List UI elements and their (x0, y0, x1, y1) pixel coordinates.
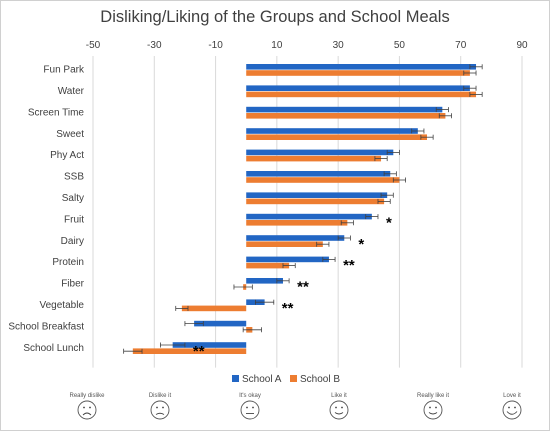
emoji-face-grin: Love it (502, 393, 522, 420)
x-tick-label: 70 (455, 40, 467, 51)
bar-school-b (246, 220, 348, 226)
bar-school-b (246, 134, 428, 140)
category-label: Protein (52, 257, 84, 268)
category-label: Water (58, 86, 85, 97)
bar-school-a (172, 342, 247, 348)
face-mouth (334, 412, 344, 415)
x-tick-label: 30 (333, 40, 345, 51)
bar-school-a (246, 85, 470, 91)
significance-marker: ** (193, 343, 205, 360)
category-label: Phy Act (50, 150, 84, 161)
category-label: SSB (64, 172, 84, 183)
face-label: Like it (331, 393, 347, 399)
category-label: School Breakfast (8, 321, 84, 332)
face-label: Love it (503, 393, 521, 399)
legend-swatch (232, 375, 239, 382)
significance-marker: ** (297, 279, 309, 296)
category-label: Sweet (56, 129, 84, 140)
face-eye (252, 406, 254, 409)
face-outline (150, 400, 170, 420)
face-outline (423, 400, 443, 420)
face-eye (335, 406, 337, 409)
bar-school-a (246, 149, 394, 156)
bar-school-a (246, 64, 477, 70)
face-eye (89, 406, 91, 409)
bar-school-b (246, 91, 477, 98)
bar-school-b (246, 241, 323, 247)
x-tick-label: 90 (516, 40, 528, 51)
bar-school-b (246, 198, 385, 205)
bar-school-a (246, 171, 391, 177)
emoji-face-flat: It's okay (239, 393, 261, 420)
face-label: It's okay (239, 393, 261, 399)
category-label: Vegetable (40, 300, 85, 311)
emoji-face-smile: Like it (329, 393, 349, 420)
emoji-face-frown: Dislike it (149, 393, 172, 420)
category-label: Dairy (61, 236, 84, 247)
face-eye (246, 406, 248, 409)
face-label: Really dislike (69, 393, 105, 399)
x-tick-label: -50 (86, 40, 101, 51)
category-label: Screen Time (28, 107, 85, 118)
face-eye (156, 406, 158, 409)
significance-marker: ** (282, 300, 294, 317)
x-tick-label: 50 (394, 40, 406, 51)
emoji-face-frown-strong: Really dislike (69, 393, 105, 420)
face-outline (502, 400, 522, 420)
bar-school-a (246, 106, 443, 113)
bar-school-b (246, 177, 400, 183)
face-eye (162, 406, 164, 409)
bar-school-a (246, 128, 418, 134)
legend-label: School B (300, 374, 340, 385)
bar-school-b (181, 305, 247, 312)
legend-swatch (290, 375, 297, 382)
face-outline (240, 400, 260, 420)
legend-label: School A (242, 374, 282, 385)
bar-school-a (246, 235, 345, 241)
emoji-face-smile: Really like it (417, 393, 449, 420)
face-eye (83, 406, 85, 409)
face-label: Really like it (417, 393, 449, 399)
face-eye (514, 406, 516, 409)
bar-school-a (246, 278, 283, 284)
significance-marker: * (358, 236, 364, 253)
x-tick-label: -30 (147, 40, 162, 51)
bar-school-a (246, 192, 388, 198)
chart-title: Disliking/Liking of the Groups and Schoo… (100, 8, 450, 26)
face-mouth (428, 412, 438, 415)
face-label: Dislike it (149, 393, 172, 399)
face-mouth (506, 411, 518, 415)
bar-school-a (246, 256, 329, 263)
category-label: Fruit (64, 214, 84, 225)
category-label: Fiber (61, 279, 84, 290)
face-mouth (82, 412, 92, 416)
face-eye (429, 406, 431, 409)
significance-marker: ** (343, 257, 355, 274)
bar-school-b (246, 70, 470, 76)
face-outline (329, 400, 349, 420)
bar-school-b (132, 348, 247, 354)
face-eye (508, 406, 510, 409)
significance-marker: * (386, 214, 392, 231)
category-label: School Lunch (23, 343, 84, 354)
bar-school-b (246, 113, 446, 119)
face-eye (435, 406, 437, 409)
x-tick-label: -10 (208, 40, 223, 51)
bar-school-b (246, 155, 382, 162)
bar-school-b (246, 262, 290, 269)
x-tick-label: 10 (271, 40, 283, 51)
category-label: Fun Park (43, 65, 85, 76)
bar-school-a (194, 320, 247, 327)
category-label: Salty (62, 193, 84, 204)
face-mouth (155, 412, 165, 415)
face-outline (77, 400, 97, 420)
bar-school-a (246, 213, 372, 220)
face-eye (341, 406, 343, 409)
